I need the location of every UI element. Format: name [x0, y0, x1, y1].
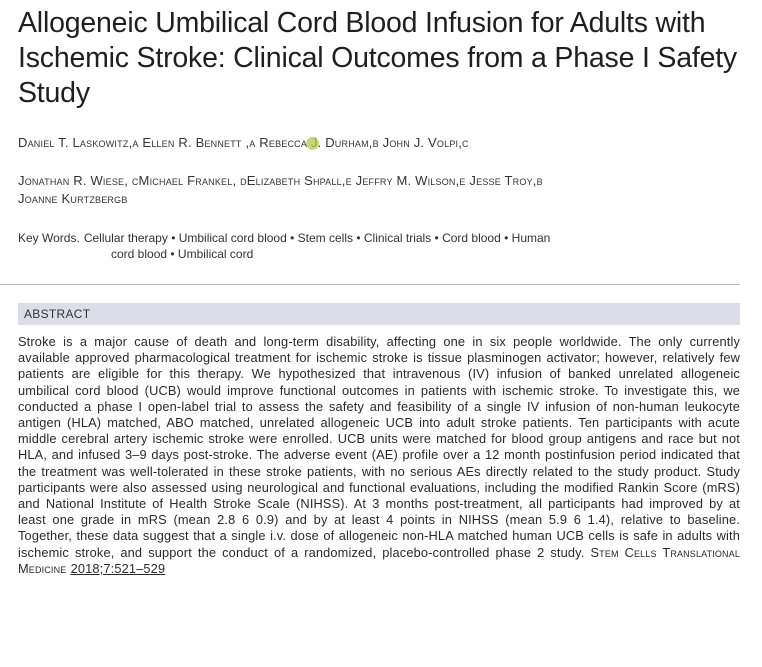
author-list-line-3: Joanne Kurtzbergb [18, 191, 128, 206]
keywords-line-2: cord blood • Umbilical cord [111, 247, 254, 261]
section-divider [0, 284, 740, 285]
keywords: Key Words. Cellular therapy • Umbilical c… [18, 230, 718, 262]
cursor-highlight [306, 137, 319, 150]
author-list-line-2: Jonathan R. Wiese, cMichael Frankel, dEl… [18, 173, 543, 188]
abstract-heading: ABSTRACT [18, 303, 740, 325]
author-list-line-1: Daniel T. Laskowitz,a Ellen R. Bennett ,… [18, 135, 469, 150]
journal-name: Stem Cells Translational Medicine [18, 544, 740, 576]
citation-link[interactable]: 2018;7:521–529 [70, 560, 166, 576]
keywords-line-1: Cellular therapy • Umbilical cord blood … [83, 231, 551, 245]
article-title: Allogeneic Umbilical Cord Blood Infusion… [18, 7, 737, 109]
abstract-body: Stroke is a major cause of death and lon… [18, 334, 740, 577]
keywords-label: Key Words. [18, 231, 80, 245]
abstract-text: Stroke is a major cause of death and lon… [18, 334, 740, 560]
